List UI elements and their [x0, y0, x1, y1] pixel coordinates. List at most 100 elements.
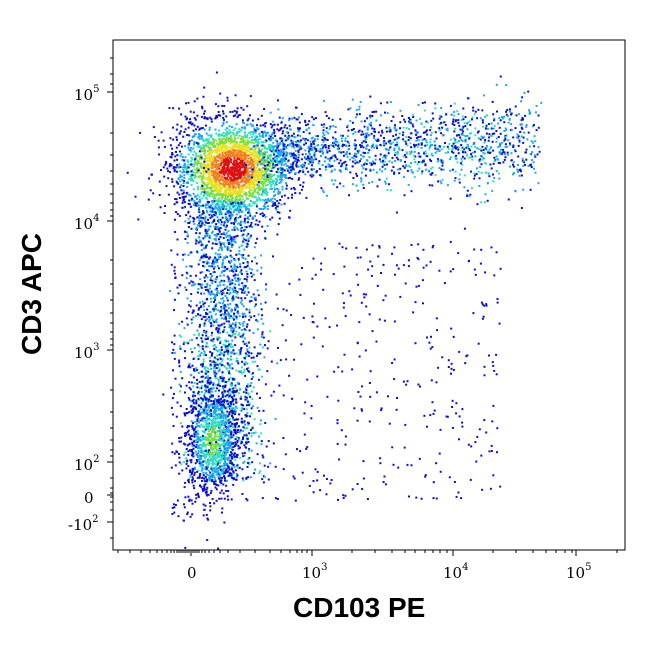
event-dot — [234, 189, 237, 192]
event-dot — [180, 463, 183, 466]
event-dot — [226, 154, 229, 157]
event-dot — [277, 144, 280, 147]
event-dot — [256, 154, 258, 157]
event-dot — [185, 432, 188, 434]
event-dot — [186, 185, 189, 188]
event-dot — [176, 123, 179, 126]
event-dot — [355, 172, 358, 175]
event-dot — [262, 215, 265, 217]
event-dot — [239, 173, 242, 176]
event-dot — [218, 167, 221, 170]
event-dot — [324, 138, 327, 141]
event-dot — [332, 141, 335, 144]
event-dot — [178, 214, 181, 217]
event-dot — [240, 144, 243, 147]
event-dot — [264, 176, 267, 179]
event-dot — [242, 340, 245, 343]
event-dot — [411, 171, 414, 174]
event-dot — [252, 405, 254, 408]
event-dot — [224, 147, 227, 149]
event-dot — [277, 190, 280, 193]
event-dot — [305, 196, 308, 199]
event-dot — [191, 311, 194, 314]
event-dot — [467, 148, 470, 151]
event-dot — [228, 179, 231, 182]
event-dot — [238, 188, 241, 191]
event-dot — [285, 151, 288, 154]
event-dot — [223, 160, 226, 163]
event-dot — [453, 102, 456, 105]
event-dot — [225, 189, 228, 192]
event-dot — [406, 169, 409, 172]
event-dot — [338, 162, 341, 165]
event-dot — [274, 159, 276, 162]
event-dot — [247, 145, 250, 148]
event-dot — [264, 230, 266, 233]
event-dot — [259, 185, 262, 188]
event-dot — [265, 179, 268, 182]
event-dot — [408, 122, 411, 125]
event-dot — [493, 156, 496, 159]
event-dot — [516, 136, 518, 139]
event-dot — [183, 201, 186, 204]
event-dot — [158, 153, 161, 156]
event-dot — [236, 178, 239, 180]
event-dot — [267, 131, 270, 134]
event-dot — [219, 479, 222, 482]
event-dot — [409, 118, 412, 121]
event-dot — [370, 124, 373, 127]
event-dot — [243, 312, 246, 315]
event-dot — [288, 216, 291, 219]
event-dot — [357, 161, 360, 164]
event-dot — [423, 125, 426, 128]
event-dot — [242, 148, 245, 151]
event-dot — [216, 188, 219, 191]
event-dot — [376, 171, 378, 174]
event-dot — [309, 140, 312, 143]
event-dot — [196, 441, 199, 444]
event-dot — [235, 182, 238, 185]
event-dot — [257, 118, 260, 121]
event-dot — [280, 162, 283, 165]
event-dot — [463, 148, 466, 151]
event-dot — [210, 207, 213, 210]
event-dot — [265, 184, 267, 187]
event-dot — [216, 156, 219, 158]
event-dot — [197, 186, 199, 188]
event-dot — [229, 217, 232, 220]
event-dot — [219, 92, 222, 95]
event-dot — [284, 174, 287, 176]
event-dot — [392, 135, 395, 138]
event-dot — [229, 205, 232, 208]
event-dot — [192, 394, 195, 397]
event-dot — [379, 153, 382, 156]
event-dot — [233, 151, 236, 154]
event-dot — [262, 409, 265, 412]
event-dot — [457, 140, 460, 143]
event-dot — [473, 150, 476, 153]
event-dot — [253, 129, 256, 132]
event-dot — [234, 333, 237, 335]
event-dot — [176, 213, 179, 215]
event-dot — [484, 171, 487, 174]
event-dot — [216, 329, 219, 332]
event-dot — [222, 472, 225, 475]
event-dot — [462, 107, 465, 110]
event-dot — [247, 211, 249, 214]
event-dot — [495, 130, 498, 132]
event-dot — [255, 173, 257, 176]
event-dot — [423, 158, 425, 161]
event-dot — [214, 278, 217, 280]
event-dot — [206, 203, 209, 206]
event-dot — [285, 184, 288, 187]
event-dot — [364, 136, 366, 139]
event-dot — [507, 139, 510, 142]
event-dot — [209, 359, 212, 362]
event-dot — [342, 151, 345, 153]
event-dot — [203, 322, 206, 325]
event-dot — [351, 128, 354, 131]
event-dot — [191, 158, 194, 161]
event-dot — [299, 127, 301, 130]
event-dot — [525, 148, 528, 151]
event-dot — [354, 131, 357, 134]
